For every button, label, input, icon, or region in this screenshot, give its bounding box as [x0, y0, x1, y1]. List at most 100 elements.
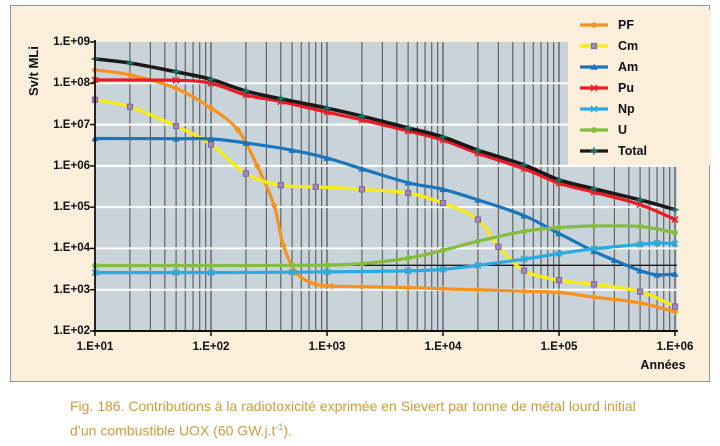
series-marker: [672, 229, 678, 236]
series-marker: [636, 240, 644, 248]
series-marker: [242, 87, 250, 95]
series-marker: [288, 268, 296, 276]
legend-label-Am: Am: [618, 59, 639, 74]
series-marker: [474, 196, 482, 203]
series-marker: [358, 165, 366, 172]
series-marker: [358, 186, 366, 193]
series-marker: [555, 250, 563, 258]
series-marker: [404, 189, 412, 197]
series-marker: [405, 255, 411, 262]
y-tick-label-1.E+07: 1.E+07: [53, 118, 90, 131]
series-Total: [91, 55, 679, 214]
legend-label-Total: Total: [618, 143, 647, 158]
series-Am: [91, 135, 679, 278]
y-tick-label-1.E+04: 1.E+04: [53, 242, 90, 255]
y-tick-label-1.E+08: 1.E+08: [53, 77, 90, 90]
legend-label-U: U: [618, 122, 628, 137]
series-marker: [277, 95, 285, 103]
series-marker: [208, 262, 214, 269]
series-marker: [359, 260, 365, 267]
series-marker: [671, 308, 679, 316]
x-tick-label-1.E+01: 1.E+01: [76, 341, 114, 353]
series-marker: [555, 230, 563, 237]
series-marker: [671, 270, 679, 277]
series-marker: [242, 139, 250, 146]
series-marker: [590, 247, 598, 255]
series-marker: [277, 182, 284, 189]
series-marker: [474, 261, 482, 269]
y-tick-label-1.E+02: 1.E+02: [53, 325, 90, 337]
x-axis-label: Années: [640, 358, 686, 372]
series-marker: [126, 71, 134, 79]
series-marker: [636, 267, 644, 274]
legend-item-PF: PF: [578, 14, 711, 35]
series-marker: [358, 112, 366, 120]
series-marker: [637, 223, 643, 230]
caption-superscript: -1: [275, 422, 284, 432]
x-tick-label-1.E+06: 1.E+06: [656, 341, 694, 353]
series-marker: [358, 283, 366, 291]
series-marker: [590, 21, 598, 28]
x-tick-label-1.E+03: 1.E+03: [308, 341, 346, 353]
legend-sample-Np: [580, 104, 608, 113]
caption-line2: d’un combustible UOX (60 GW.j.t: [70, 422, 276, 439]
y-tick-label-1.E+03: 1.E+03: [53, 283, 90, 296]
series-Np: [91, 239, 679, 277]
legend-item-U: U: [578, 119, 711, 140]
series-marker: [636, 288, 644, 295]
series-marker: [439, 285, 447, 293]
legend-item-Cm: Cm: [578, 35, 711, 56]
y-tick-label-1.E+05: 1.E+05: [53, 201, 90, 214]
series-marker: [671, 303, 679, 310]
series-marker: [590, 245, 598, 253]
legend-sample-Cm: [580, 42, 608, 49]
series-marker: [270, 202, 278, 209]
series-marker: [555, 176, 563, 184]
series-marker: [172, 76, 180, 84]
series-marker: [474, 286, 482, 294]
series-marker: [323, 154, 331, 161]
x-tick-label-1.E+04: 1.E+04: [424, 341, 462, 353]
series-marker: [439, 185, 447, 193]
y-tick-label-1.E+06: 1.E+06: [53, 159, 90, 172]
legend-label-PF: PF: [618, 17, 634, 32]
series-marker: [172, 85, 180, 92]
series-marker: [590, 146, 598, 155]
legend-item-Total: Total: [578, 140, 711, 161]
series-marker: [671, 216, 679, 224]
legend: PF Cm Am Pu Np U Total: [568, 10, 711, 165]
series-marker: [234, 126, 242, 134]
series-marker: [475, 238, 481, 245]
legend-label-Cm: Cm: [618, 38, 639, 53]
series-marker: [520, 267, 528, 274]
series-marker: [671, 240, 679, 248]
series-marker: [474, 146, 482, 154]
legend-label-Pu: Pu: [618, 80, 634, 95]
series-marker: [520, 287, 528, 295]
series-marker: [207, 104, 215, 112]
series-marker: [207, 269, 215, 277]
legend-item-Np: Np: [578, 98, 711, 119]
series-marker: [323, 104, 331, 112]
series-marker: [404, 284, 412, 292]
series-marker: [242, 170, 250, 177]
series-marker: [555, 277, 563, 284]
series-marker: [590, 185, 598, 193]
series-marker: [126, 59, 134, 67]
series-marker: [253, 162, 261, 170]
series-marker: [591, 223, 597, 229]
series-marker: [636, 299, 644, 307]
series-marker: [591, 126, 597, 133]
x-tick-label-1.E+02: 1.E+02: [192, 341, 230, 353]
series-marker: [590, 293, 598, 301]
x-tick-label-1.E+05: 1.E+05: [540, 341, 578, 353]
series-marker: [173, 262, 179, 269]
series-marker: [590, 42, 598, 49]
legend-item-Am: Am: [578, 56, 711, 77]
series-marker: [439, 265, 447, 273]
caption-line2-end: ).: [283, 422, 292, 439]
series-marker: [520, 161, 528, 169]
series-marker: [312, 280, 320, 288]
series-marker: [521, 228, 527, 235]
legend-label-Np: Np: [618, 101, 635, 116]
